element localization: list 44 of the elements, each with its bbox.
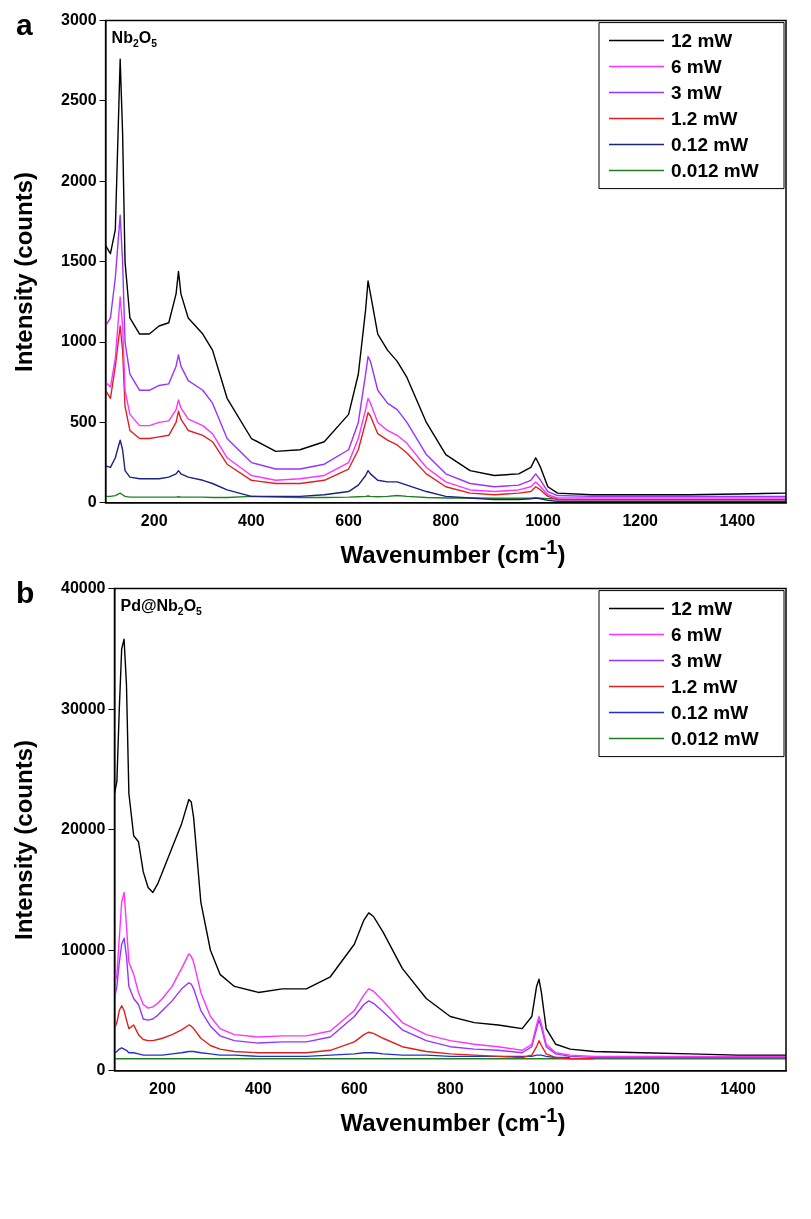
- y-tick-label: 2500: [61, 91, 97, 109]
- y-tick-label: 2000: [61, 171, 97, 189]
- legend-label: 3 mW: [671, 81, 722, 103]
- y-tick-label: 1000: [61, 332, 97, 350]
- y-axis-title: Intensity (counts): [10, 740, 37, 941]
- x-tick-label: 400: [245, 1079, 272, 1097]
- x-tick-label: 1200: [622, 511, 659, 529]
- chart-title: b: [16, 575, 35, 609]
- x-tick-label: 1400: [720, 1079, 756, 1097]
- y-tick-label: 20000: [60, 820, 106, 838]
- legend-label: 12 mW: [671, 29, 733, 51]
- x-tick-label: 200: [140, 511, 168, 529]
- legend-label: 0.012 mW: [671, 727, 759, 749]
- x-tick-label: 1000: [528, 1079, 565, 1097]
- y-tick-label: 10000: [60, 940, 106, 958]
- x-tick-label: 1400: [719, 511, 756, 529]
- legend-label: 12 mW: [671, 597, 733, 619]
- y-tick-label: 1500: [61, 252, 97, 270]
- y-tick-label: 30000: [60, 699, 106, 717]
- legend-label: 6 mW: [671, 55, 722, 77]
- y-tick-label: 40000: [60, 579, 106, 597]
- x-tick-label: 1200: [624, 1079, 660, 1097]
- legend-label: 1.2 mW: [671, 675, 738, 697]
- legend-label: 6 mW: [671, 623, 722, 645]
- y-tick-label: 3000: [61, 11, 97, 29]
- x-tick-label: 1000: [525, 511, 561, 529]
- legend-label: 0.012 mW: [671, 159, 759, 181]
- y-tick-label: 500: [69, 412, 97, 430]
- legend-label: 0.12 mW: [671, 701, 749, 723]
- legend-label: 3 mW: [671, 649, 722, 671]
- x-axis-title: Wavenumber (cm$^{-1}$): [339, 536, 567, 569]
- x-tick-label: 400: [238, 511, 265, 529]
- x-axis-title: Wavenumber (cm$^{-1}$): [339, 1104, 567, 1137]
- x-tick-label: 600: [340, 1079, 368, 1097]
- chart-title: a: [16, 7, 33, 41]
- legend-label: 0.12 mW: [671, 133, 749, 155]
- x-tick-label: 600: [335, 511, 363, 529]
- x-tick-label: 800: [432, 511, 460, 529]
- legend-label: 1.2 mW: [671, 107, 738, 129]
- y-tick-label: 0: [87, 493, 97, 511]
- y-axis-title: Intensity (counts): [10, 172, 37, 373]
- x-tick-label: 200: [149, 1079, 176, 1097]
- x-tick-label: 800: [436, 1079, 464, 1097]
- y-tick-label: 0: [96, 1061, 106, 1079]
